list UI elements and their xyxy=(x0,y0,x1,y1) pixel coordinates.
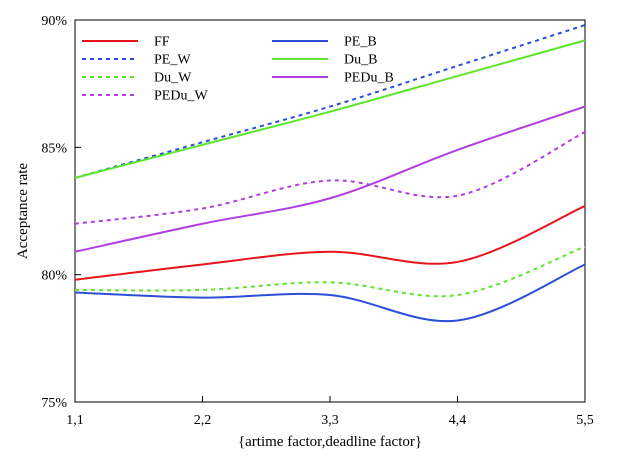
y-tick-label: 90% xyxy=(41,14,67,29)
series-line-pedu-w xyxy=(74,131,586,225)
legend: FF PE_B PE_W Du_B Du_W PEDu_B PEDu_W xyxy=(82,35,394,104)
series-layer xyxy=(74,24,586,323)
legend-label-pe-b: PE_B xyxy=(344,35,377,50)
legend-label-du-w: Du_W xyxy=(154,71,192,86)
x-tick-label: 4,4 xyxy=(449,413,467,428)
legend-label-pe-w: PE_W xyxy=(154,53,191,68)
x-tick-label: 5,5 xyxy=(576,413,594,428)
y-tick-label: 75% xyxy=(41,396,67,411)
series-line-pedu-b xyxy=(74,105,586,253)
x-tick-label: 3,3 xyxy=(321,413,339,428)
x-tick-label: 1,1 xyxy=(66,413,84,428)
legend-label-pedu-b: PEDu_B xyxy=(344,71,394,86)
series-line-pe-w xyxy=(74,24,586,179)
y-axis-title: Acceptance rate xyxy=(15,163,31,260)
y-tick-label: 80% xyxy=(41,269,67,284)
x-tick-label: 2,2 xyxy=(194,413,212,428)
y-axis: 75% 80% 85% 90% xyxy=(41,14,81,411)
legend-label-du-b: Du_B xyxy=(344,53,377,68)
legend-label-ff: FF xyxy=(154,35,170,50)
plot-area xyxy=(74,19,586,403)
series-line-du-b xyxy=(74,39,586,179)
series-line-pe-b xyxy=(74,263,586,323)
x-axis-title: {artime factor,deadline factor} xyxy=(238,434,422,450)
series-line-ff xyxy=(74,204,586,281)
legend-label-pedu-w: PEDu_W xyxy=(154,89,208,104)
y-tick-label: 85% xyxy=(41,141,67,156)
x-axis: 1,1 2,2 3,3 4,4 5,5 xyxy=(66,396,594,428)
